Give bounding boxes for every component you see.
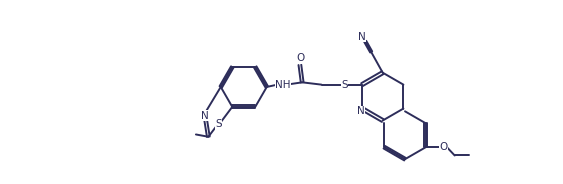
Text: S: S <box>215 119 222 129</box>
Text: O: O <box>439 142 448 152</box>
Text: N: N <box>358 32 365 42</box>
Text: NH: NH <box>275 80 291 90</box>
Text: N: N <box>357 106 364 116</box>
Text: S: S <box>341 80 348 90</box>
Text: N: N <box>201 111 208 121</box>
Text: O: O <box>297 53 305 63</box>
